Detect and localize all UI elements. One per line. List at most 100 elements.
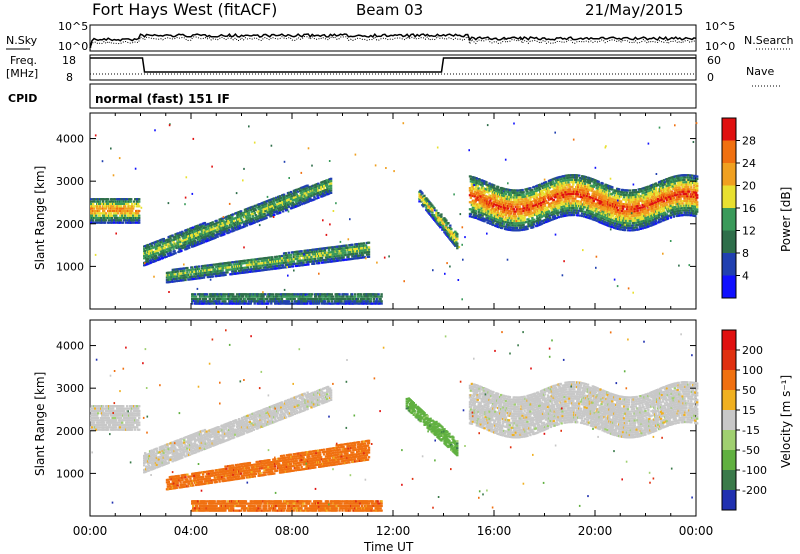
echo-cell — [202, 276, 206, 279]
echo-cell — [266, 300, 269, 303]
echo-cell — [498, 219, 501, 222]
echo-cell — [501, 215, 505, 218]
echo-cell — [517, 208, 520, 211]
echo-cell — [502, 211, 506, 214]
freq-trace — [90, 57, 696, 73]
echo-cell — [518, 215, 521, 218]
echo-cell — [170, 278, 173, 281]
echo-cell — [211, 275, 214, 278]
echo-cell — [229, 261, 232, 264]
echo-cell — [308, 253, 311, 256]
echo-cell — [277, 257, 280, 260]
echo-cell — [172, 252, 175, 255]
echo-cell — [517, 191, 520, 194]
echo-cell — [146, 243, 150, 247]
echo-cell — [560, 198, 563, 202]
echo-cell — [117, 212, 120, 215]
echo-cell — [217, 233, 220, 236]
echo-cell — [224, 295, 227, 298]
echo-cell — [380, 302, 383, 305]
echo-cell — [492, 205, 495, 208]
echo-cell — [224, 300, 227, 303]
echo-cell — [285, 208, 289, 211]
echo-cell — [143, 247, 146, 250]
echo-cell — [286, 196, 290, 199]
echo-cell — [186, 247, 189, 250]
echo-cell — [446, 232, 449, 235]
echo-cell — [270, 200, 273, 203]
echo-cell — [293, 196, 297, 199]
echo-cell — [167, 238, 170, 241]
echo-cell — [273, 297, 276, 301]
echo-cell — [191, 266, 194, 269]
echo-cell — [186, 242, 189, 245]
echo-cell — [494, 220, 497, 223]
echo-cell — [221, 217, 224, 220]
echo-cell — [90, 221, 93, 224]
echo-cell — [229, 297, 232, 301]
echo-cell — [502, 222, 506, 226]
echo-cell — [331, 255, 334, 258]
echo-cell — [569, 188, 572, 191]
echo-cell — [264, 210, 267, 213]
echo-cell — [138, 216, 141, 220]
echo-cell — [317, 189, 320, 192]
echo-cell — [268, 268, 271, 271]
echo-cell — [421, 192, 424, 195]
echo-cell — [245, 224, 249, 227]
echo-cell — [336, 250, 339, 253]
echo-cell — [173, 280, 176, 283]
echo-cell — [351, 257, 354, 260]
echo-cell — [304, 192, 307, 195]
echo-cell — [426, 203, 429, 206]
echo-cell — [481, 200, 484, 203]
echo-cell — [203, 271, 207, 274]
echo-cell — [121, 207, 124, 210]
echo-cell — [248, 216, 252, 219]
echo-cell — [138, 209, 141, 213]
echo-cell — [482, 208, 485, 211]
echo-cell — [521, 198, 524, 201]
echo-cell — [255, 206, 258, 209]
echo-cell — [99, 200, 102, 203]
echo-cell — [509, 198, 513, 201]
echo-cell — [224, 221, 227, 224]
echo-cell — [345, 302, 348, 305]
echo-cell — [134, 214, 137, 217]
echo-cell — [574, 197, 577, 200]
echo-cell — [176, 270, 179, 273]
echo-cell — [168, 240, 171, 243]
echo-cell — [258, 205, 261, 208]
echo-cell — [307, 300, 310, 303]
echo-cell — [425, 199, 428, 202]
echo-cell — [165, 255, 168, 258]
echo-cell — [518, 205, 521, 208]
echo-cell — [282, 200, 286, 203]
echo-cell — [206, 264, 210, 267]
echo-cell — [238, 224, 242, 227]
echo-cell — [445, 233, 448, 236]
echo-cell — [108, 221, 111, 224]
echo-cell — [190, 268, 193, 271]
echo-cell — [233, 263, 236, 266]
echo-cell — [215, 219, 218, 222]
echo-cell — [522, 209, 525, 213]
echo-cell — [488, 219, 491, 223]
echo-cell — [230, 218, 233, 221]
freq-tick-top: 18 — [62, 54, 76, 67]
cpid-text: normal (fast) 151 IF — [95, 92, 230, 106]
echo-cell — [276, 205, 279, 208]
echo-cell — [489, 187, 492, 190]
echo-cell — [354, 295, 357, 298]
echo-cell — [138, 198, 141, 201]
echo-cell — [213, 295, 216, 298]
echo-cell — [317, 194, 320, 197]
echo-cell — [506, 216, 510, 219]
echo-cell — [105, 212, 108, 215]
echo-cell — [323, 302, 327, 305]
echo-cell — [95, 221, 98, 224]
echo-cell — [353, 302, 356, 305]
echo-cell — [329, 184, 333, 187]
echo-cell — [330, 293, 333, 296]
